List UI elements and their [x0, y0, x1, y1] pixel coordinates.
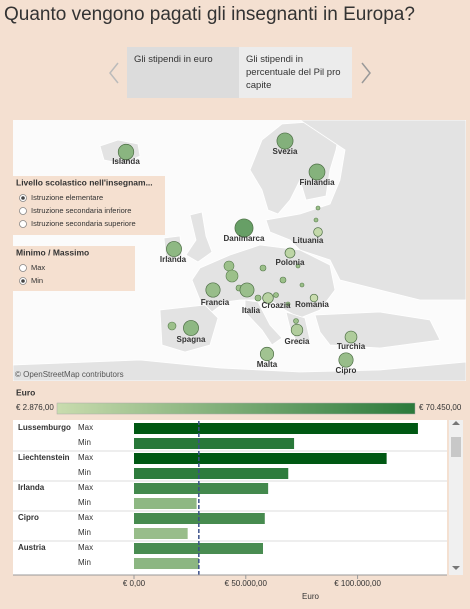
map-label: Italia — [242, 306, 261, 315]
bar[interactable] — [134, 468, 289, 479]
category-label: Lussemburgo — [18, 423, 71, 432]
map-label: Francia — [201, 298, 230, 307]
filter-option[interactable]: Max — [31, 263, 45, 272]
filter-option[interactable]: Min — [31, 276, 43, 285]
filter-panel — [13, 246, 135, 291]
attribution: © OpenStreetMap contributors — [15, 370, 124, 379]
map-marker[interactable] — [166, 241, 182, 257]
radio-dot — [21, 196, 25, 200]
map-label: Spagna — [177, 335, 206, 344]
filters: Livello scolastico nell'insegnam... Istru… — [16, 177, 153, 285]
map-label: Turchia — [337, 342, 366, 351]
x-tick-label: € 0,00 — [123, 579, 146, 588]
legend-gradient — [56, 402, 416, 415]
map-label: Irlanda — [160, 255, 187, 264]
map-label: Finlandia — [299, 178, 335, 187]
bar[interactable] — [134, 438, 295, 449]
bar-chart: Euro € 2.876,00 € 70.450,00 Lussemburgo M… — [13, 387, 463, 601]
series-label: Max — [78, 423, 93, 432]
bar[interactable] — [134, 558, 199, 569]
minor-markers — [167, 205, 321, 331]
radio[interactable] — [19, 264, 27, 272]
legend-title: Euro — [16, 387, 35, 397]
series-label: Min — [78, 528, 91, 537]
map-label: Croazia — [262, 301, 291, 310]
tab[interactable]: Gli stipendi in percentuale del Pil pro … — [239, 47, 352, 98]
map-label: Svezia — [273, 147, 298, 156]
bar[interactable] — [134, 423, 418, 434]
filter-panel — [13, 176, 165, 235]
map-marker[interactable] — [344, 330, 358, 344]
scroll-thumb[interactable] — [451, 437, 461, 457]
scrollbar[interactable] — [449, 420, 463, 575]
filter-title: Minimo / Massimo — [16, 247, 89, 257]
legend-max: € 70.450,00 — [419, 403, 462, 412]
map-marker[interactable] — [117, 143, 135, 161]
map-label: Islanda — [112, 157, 140, 166]
series-label: Min — [78, 438, 91, 447]
map-label: Romania — [295, 300, 329, 309]
series-label: Max — [78, 513, 93, 522]
x-tick-label: € 100.000,00 — [334, 579, 381, 588]
tab-arrows — [109, 62, 371, 84]
next-arrow[interactable] — [361, 62, 371, 84]
map-marker[interactable] — [259, 346, 275, 362]
series-label: Max — [78, 543, 93, 552]
series-label: Min — [78, 468, 91, 477]
category-label: Irlanda — [18, 483, 45, 492]
filter-option[interactable]: Istruzione elementare — [31, 193, 103, 202]
bar[interactable] — [134, 483, 269, 494]
filter-option[interactable]: Istruzione secondaria inferiore — [31, 206, 131, 215]
map-label: Lituania — [293, 236, 324, 245]
map-marker[interactable] — [313, 227, 323, 237]
prev-arrow[interactable] — [109, 62, 119, 84]
map-marker[interactable] — [183, 320, 199, 336]
bar[interactable] — [134, 528, 188, 539]
series-label: Min — [78, 558, 91, 567]
bar[interactable] — [134, 498, 197, 509]
x-tick-label: € 50.000,00 — [225, 579, 268, 588]
category-label: Cipro — [18, 513, 39, 522]
category-label: Liechtenstein — [18, 453, 70, 462]
radio-dot — [21, 279, 25, 283]
map-marker[interactable] — [338, 352, 354, 368]
filter-title: Livello scolastico nell'insegnam... — [16, 177, 153, 187]
scroll-up[interactable] — [452, 421, 460, 425]
map-marker[interactable] — [276, 132, 294, 150]
radio[interactable] — [19, 220, 27, 228]
map-label: Cipro — [336, 366, 357, 375]
map-marker[interactable] — [309, 293, 319, 303]
series-label: Min — [78, 498, 91, 507]
x-axis-title: Euro — [302, 592, 319, 601]
map-marker[interactable] — [262, 292, 274, 304]
map-marker[interactable] — [205, 282, 221, 298]
map-label: Malta — [257, 360, 278, 369]
map-marker[interactable] — [308, 163, 326, 181]
map-label: Grecia — [285, 337, 310, 346]
series-label: Max — [78, 483, 93, 492]
legend-min: € 2.876,00 — [16, 403, 54, 412]
radio[interactable] — [19, 207, 27, 215]
bar[interactable] — [134, 453, 387, 464]
map-label: Danimarca — [224, 234, 265, 243]
map-marker[interactable] — [234, 218, 254, 238]
series-label: Max — [78, 453, 93, 462]
map-marker[interactable] — [239, 282, 255, 298]
page-title: Quanto vengono pagati gli insegnanti in … — [4, 4, 415, 25]
map-label: Polonia — [276, 258, 305, 267]
filter-option[interactable]: Istruzione secondaria superiore — [31, 219, 136, 228]
map-marker[interactable] — [284, 247, 296, 259]
category-label: Austria — [18, 543, 46, 552]
scroll-down[interactable] — [452, 566, 460, 570]
map-marker[interactable] — [290, 323, 304, 337]
tab[interactable]: Gli stipendi in euro — [127, 47, 239, 98]
